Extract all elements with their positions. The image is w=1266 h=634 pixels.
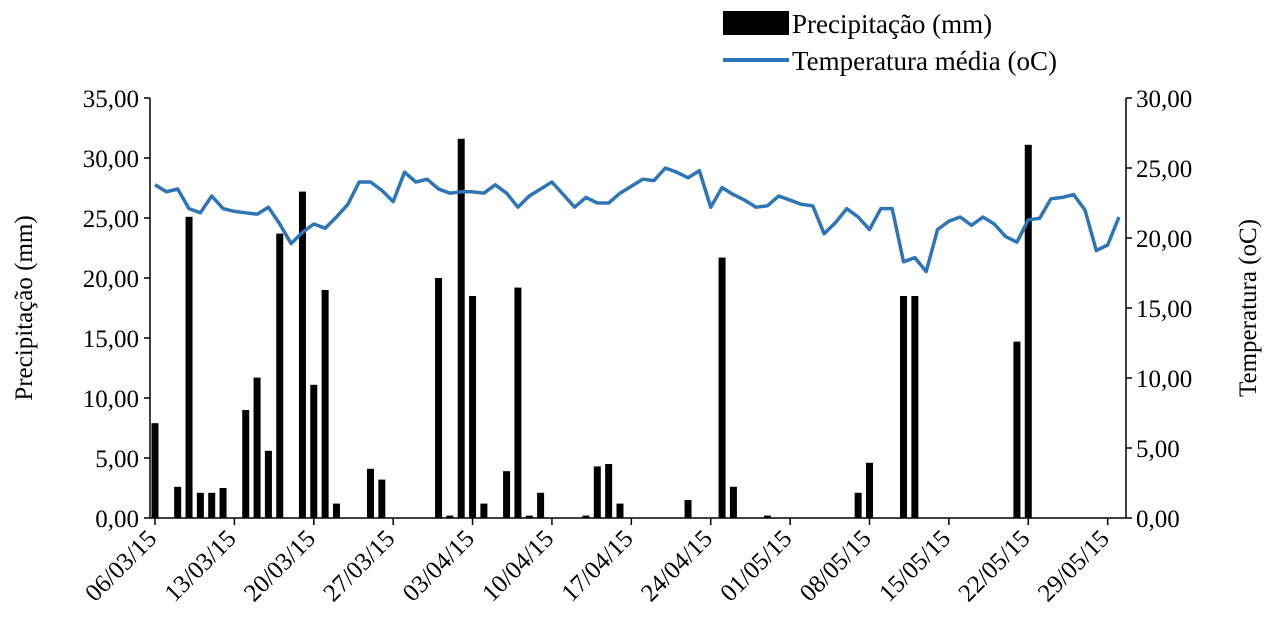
precipitation-bar — [378, 479, 386, 518]
precipitation-bar — [537, 492, 545, 518]
precipitation-bar — [480, 503, 488, 518]
precipitation-bar — [435, 278, 443, 518]
precipitation-bar — [457, 138, 465, 519]
right-axis-ticks: 0,00 5,00 10,00 15,00 20,00 25,00 30,00 — [1126, 86, 1192, 533]
legend-label-temperatura: Temperatura média (oC) — [792, 46, 1057, 76]
precipitation-bar — [219, 488, 227, 518]
left-axis-ticks: 0,00 5,00 10,00 15,00 20,00 25,00 30,00 35,00 — [83, 86, 150, 533]
precipitation-bar — [276, 233, 284, 518]
temperature-series — [154, 166, 1121, 274]
precipitation-bar — [151, 423, 159, 518]
right-axis-title: Temperatura (oC) — [1235, 219, 1262, 397]
precipitation-bars — [151, 138, 1032, 519]
precipitation-bar — [763, 515, 771, 518]
x-tick-label: 29/05/15 — [1033, 525, 1115, 607]
precipitation-bar — [718, 257, 726, 518]
right-tick-label: 30,00 — [1136, 86, 1192, 113]
precipitation-bar — [582, 515, 590, 518]
x-tick-label: 15/05/15 — [874, 525, 956, 607]
precipitation-bar — [366, 468, 374, 518]
precipitation-bar — [514, 287, 522, 518]
precipitation-bar — [310, 384, 318, 518]
left-axis-title: Precipitação (mm) — [11, 215, 38, 400]
precipitation-bar — [900, 296, 908, 518]
right-tick-label: 0,00 — [1136, 506, 1180, 533]
precipitation-bar — [865, 462, 873, 518]
precipitation-bar — [196, 492, 204, 518]
left-tick-label: 25,00 — [83, 206, 139, 233]
precipitation-bar — [854, 492, 862, 518]
x-tick-label: 13/03/15 — [160, 525, 242, 607]
x-tick-label: 03/04/15 — [398, 525, 480, 607]
precipitation-bar — [208, 492, 216, 518]
precipitation-bar — [264, 450, 272, 518]
right-tick-label: 20,00 — [1136, 226, 1192, 253]
left-tick-label: 35,00 — [83, 86, 139, 113]
precipitation-bar — [729, 486, 737, 518]
x-tick-label: 22/05/15 — [954, 525, 1036, 607]
precipitation-bar — [253, 377, 261, 518]
precipitation-bar — [1024, 144, 1032, 519]
left-tick-label: 20,00 — [83, 266, 139, 293]
right-tick-label: 15,00 — [1136, 296, 1192, 323]
precipitation-bar — [593, 466, 601, 518]
x-tick-label: 10/04/15 — [477, 525, 559, 607]
precipitation-bar — [503, 471, 511, 518]
x-tick-label: 27/03/15 — [318, 525, 400, 607]
precipitation-bar — [605, 464, 613, 518]
precipitation-bar — [242, 410, 250, 518]
precipitation-bar — [332, 503, 340, 518]
precipitation-bar — [174, 486, 182, 518]
precipitation-bar — [321, 290, 329, 518]
x-tick-label: 20/03/15 — [239, 525, 321, 607]
x-tick-label: 17/04/15 — [557, 525, 639, 607]
precipitation-bar — [684, 500, 692, 518]
left-tick-label: 10,00 — [83, 386, 139, 413]
left-tick-label: 15,00 — [83, 326, 139, 353]
precipitation-bar — [469, 296, 477, 518]
precipitation-bar — [1013, 341, 1021, 518]
x-tick-label: 24/04/15 — [636, 525, 718, 607]
right-tick-label: 10,00 — [1136, 366, 1192, 393]
right-tick-label: 25,00 — [1136, 156, 1192, 183]
left-tick-label: 5,00 — [95, 446, 139, 473]
legend: Precipitação (mm) Temperatura média (oC) — [723, 9, 1057, 76]
x-tick-label: 08/05/15 — [795, 525, 877, 607]
x-tick-label: 01/05/15 — [715, 525, 797, 607]
precipitation-bar — [298, 191, 306, 518]
precipitation-bar — [911, 296, 919, 518]
temperature-line — [154, 166, 1121, 274]
precipitation-bar — [446, 515, 454, 518]
legend-swatch-precipitacao — [723, 11, 789, 35]
legend-label-precipitacao: Precipitação (mm) — [792, 9, 992, 39]
x-axis-ticks: 06/03/1513/03/1520/03/1527/03/1503/04/15… — [80, 518, 1115, 607]
left-tick-label: 0,00 — [95, 506, 139, 533]
x-tick-label: 06/03/15 — [80, 525, 162, 607]
right-tick-label: 5,00 — [1136, 436, 1180, 463]
left-tick-label: 30,00 — [83, 146, 139, 173]
precipitation-bar — [185, 216, 193, 519]
precipitation-bar — [616, 503, 624, 518]
precipitation-bar — [525, 515, 533, 518]
